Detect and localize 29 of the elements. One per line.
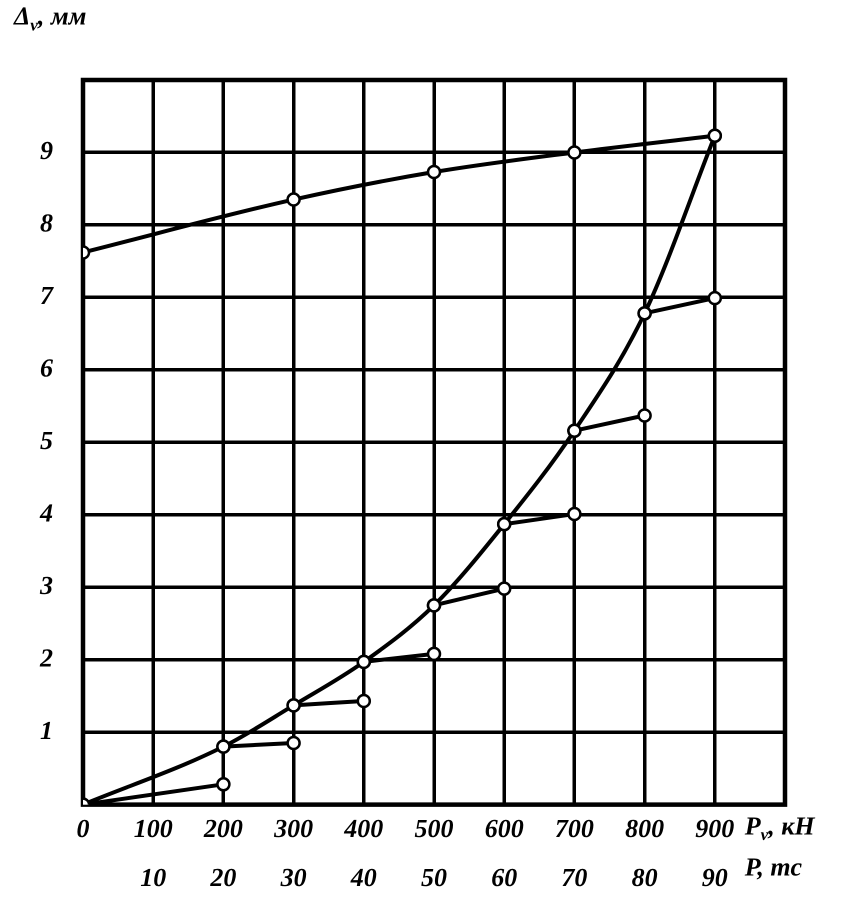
x2-tick-label: 30 bbox=[280, 863, 307, 892]
x-tick-label: 0 bbox=[76, 814, 90, 843]
x-tick-label: 500 bbox=[414, 814, 454, 843]
x2-tick-label: 40 bbox=[350, 863, 377, 892]
x2-axis-title: P, тс bbox=[744, 852, 803, 882]
y-tick-label: 3 bbox=[39, 570, 53, 600]
x2-tick-label: 50 bbox=[421, 863, 447, 892]
x-tick-label: 300 bbox=[273, 814, 314, 843]
x2-tick-label: 20 bbox=[209, 863, 236, 892]
y-tick-label: 2 bbox=[39, 643, 53, 672]
x2-tick-label: 90 bbox=[702, 863, 728, 892]
x2-tick-label: 10 bbox=[140, 863, 166, 892]
y-tick-label: 1 bbox=[40, 716, 53, 745]
x2-tick-label: 70 bbox=[561, 863, 588, 892]
x-tick-label: 700 bbox=[554, 814, 594, 843]
x2-tick-label: 60 bbox=[491, 863, 518, 892]
x-tick-label: 100 bbox=[134, 814, 173, 843]
x-tick-label: 800 bbox=[625, 814, 664, 843]
y-tick-label: 4 bbox=[39, 498, 53, 528]
y-tick-label: 5 bbox=[40, 426, 53, 456]
y-tick-label: 9 bbox=[40, 136, 53, 166]
x-tick-label: 600 bbox=[484, 814, 524, 843]
y-tick-label: 7 bbox=[40, 281, 54, 310]
y-tick-label: 6 bbox=[40, 354, 53, 383]
x-tick-label: 900 bbox=[695, 814, 734, 843]
x2-tick-label: 80 bbox=[632, 863, 658, 892]
x-tick-label: 200 bbox=[202, 814, 243, 843]
x-tick-label: 400 bbox=[343, 814, 384, 843]
y-tick-label: 8 bbox=[40, 208, 53, 238]
